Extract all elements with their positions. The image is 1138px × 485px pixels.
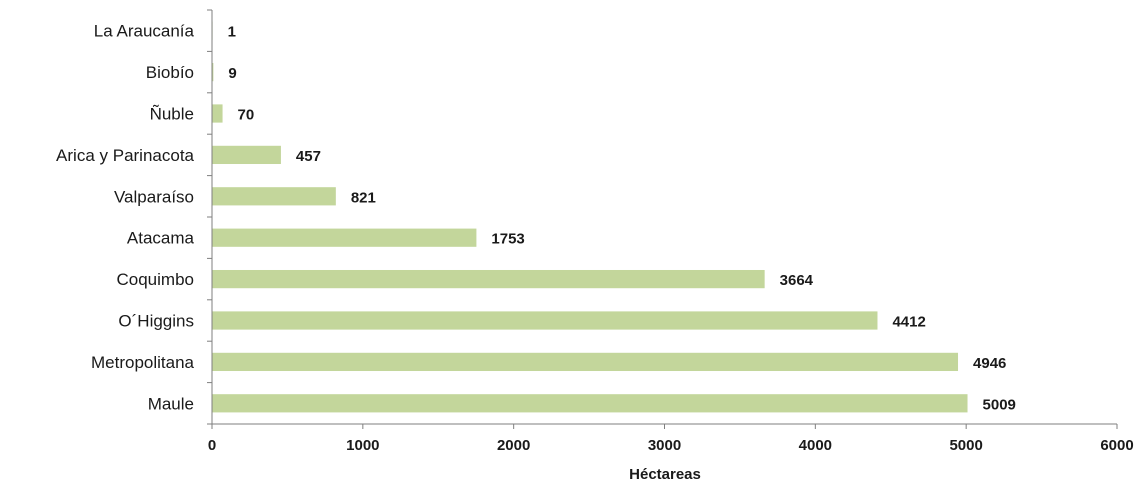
category-label: Ñuble (150, 105, 194, 124)
category-label: La Araucanía (94, 22, 195, 41)
category-label: Maule (148, 394, 194, 413)
bar (212, 62, 214, 82)
value-label: 5009 (983, 396, 1016, 413)
value-label: 457 (296, 148, 321, 165)
value-label: 9 (228, 65, 236, 82)
category-label: Biobío (146, 63, 194, 82)
x-tick-label: 6000 (1100, 437, 1133, 454)
bars-layer: La Araucanía 1 Biobío 9 Ñuble 70 Arica y Parin… (56, 21, 1016, 413)
category-label: Coquimbo (117, 270, 195, 289)
bar (212, 145, 281, 165)
bar (212, 228, 477, 247)
value-label: 4412 (892, 314, 925, 331)
bar (212, 352, 959, 372)
category-label: Metropolitana (91, 353, 195, 372)
value-label: 1753 (491, 231, 524, 248)
x-tick-label: 2000 (497, 437, 530, 454)
bar (212, 311, 878, 330)
value-label: 4946 (973, 355, 1006, 372)
category-label: Atacama (127, 229, 195, 248)
x-tick-label: 4000 (799, 437, 832, 454)
value-label: 1 (228, 24, 236, 41)
bar (212, 104, 223, 123)
value-label: 3664 (780, 272, 814, 289)
x-tick-label: 0 (208, 437, 216, 454)
category-label: Arica y Parinacota (56, 146, 194, 165)
x-tick-label: 1000 (346, 437, 379, 454)
x-tick-label: 3000 (648, 437, 681, 454)
value-label: 821 (351, 189, 376, 206)
axis-layer: 0 1000 2000 3000 4000 5000 6000 (207, 9, 1134, 454)
bar (212, 269, 765, 289)
bar (212, 394, 968, 413)
value-label: 70 (238, 107, 255, 124)
category-label: O´Higgins (118, 312, 194, 331)
x-tick-label: 5000 (949, 437, 982, 454)
x-axis-title: Héctareas (629, 466, 701, 483)
bar (212, 187, 336, 206)
category-label: Valparaíso (114, 187, 194, 206)
